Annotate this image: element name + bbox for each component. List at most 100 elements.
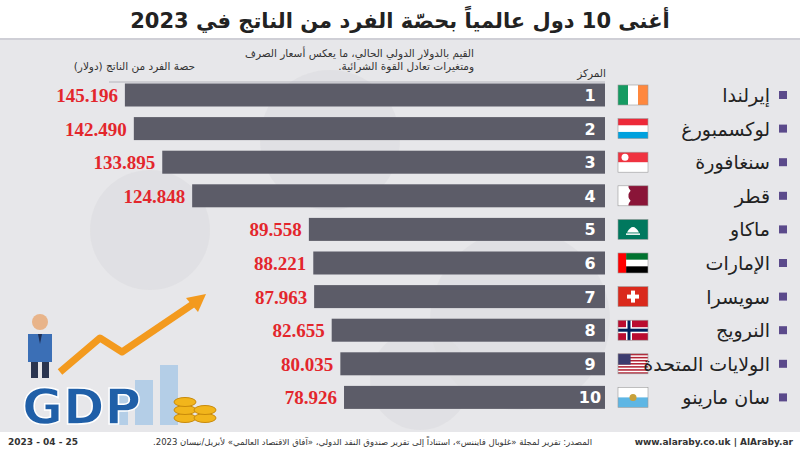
flag-part: [618, 287, 648, 307]
bar: [314, 285, 605, 308]
rank: 3: [584, 153, 595, 172]
category-label: لوكسمبورغ: [681, 118, 770, 141]
flag: [618, 119, 648, 139]
arrow-head: [186, 294, 206, 312]
figure-body: [28, 334, 52, 362]
axis-line: [109, 82, 605, 83]
flag-border: [618, 119, 648, 139]
category-label: النرويج: [716, 319, 770, 342]
title-band: [0, 0, 800, 40]
flag-part: [618, 85, 648, 105]
coin: [174, 398, 196, 407]
flag-part: [638, 85, 648, 105]
flag-part: [618, 387, 648, 407]
title-rule: [0, 38, 800, 40]
flag: [618, 186, 648, 206]
bullet: [779, 192, 787, 200]
rank: 1: [584, 86, 595, 105]
flag-part: [627, 295, 639, 299]
bar: [332, 319, 605, 342]
flag-part: [618, 253, 648, 273]
flag-part: [618, 219, 648, 239]
bar: [125, 84, 605, 107]
category-label: الإمارات: [706, 252, 770, 275]
flag: [618, 253, 648, 273]
category-label: سنغافورة: [695, 151, 770, 174]
flag-border: [618, 186, 648, 206]
flag-part: [629, 186, 649, 206]
flag-part: [622, 154, 629, 161]
value-label: 133.895: [94, 152, 156, 173]
flag-border: [618, 219, 648, 239]
flag-part: [627, 186, 631, 206]
bars: [125, 84, 605, 409]
figure-tie: [38, 334, 42, 344]
trend-arrow: [60, 302, 196, 372]
flag: [618, 152, 648, 172]
bullet: [779, 91, 787, 99]
flag-part: [626, 233, 640, 235]
value-header: حصة الفرد من الناتج (دولار): [74, 60, 195, 73]
value-label: 87.963: [255, 287, 307, 308]
flag-border: [618, 152, 648, 172]
flag: [618, 219, 648, 239]
figure-leg: [31, 362, 38, 378]
figure-leg: [42, 362, 49, 378]
bullet: [779, 225, 787, 233]
value-label: 124.848: [123, 186, 185, 207]
rank: 6: [584, 254, 595, 273]
bullet: [779, 259, 787, 267]
bullet: [779, 326, 787, 334]
figure-head: [32, 314, 48, 330]
source: المصدر: تقرير لمجلة «غلوبال فايننس»، است…: [153, 435, 592, 448]
flag-part: [618, 85, 628, 105]
bar: [192, 184, 605, 207]
rank: 4: [584, 187, 595, 206]
flag-part: [618, 327, 648, 333]
category-label: سان مارينو: [681, 386, 770, 409]
category-label: إيرلندا: [722, 84, 770, 108]
bullet: [779, 158, 787, 166]
category-label: الولايات المتحدة: [643, 353, 770, 376]
illustration-text: GDP: [22, 378, 141, 436]
flag-part: [630, 394, 637, 401]
flag: [618, 85, 648, 105]
rank: 9: [584, 355, 595, 374]
bar: [309, 218, 605, 241]
bar: [162, 151, 605, 174]
note: القيم بالدولار الدولي الحالي، ما يعكس أس…: [222, 47, 474, 73]
background: [0, 0, 800, 450]
flag-part: [618, 354, 631, 365]
bar: [340, 352, 605, 375]
flag-part: [618, 253, 626, 273]
flag-part: [618, 119, 648, 126]
flag: [618, 387, 648, 407]
flag-part: [618, 320, 648, 340]
page: أغنى 10 دول عالمياً بحصّة الفرد من النات…: [0, 0, 800, 450]
date: 2023 - 04 - 25: [8, 437, 78, 447]
flag-part: [618, 119, 648, 139]
flag: [618, 287, 648, 307]
flag-border: [618, 320, 648, 340]
flag-border: [618, 253, 648, 273]
bullet: [779, 125, 787, 133]
flag-border: [618, 85, 648, 105]
flag-border: [618, 287, 648, 307]
category-label: ماكاو: [729, 218, 770, 241]
flag-part: [618, 186, 648, 206]
illustration: GDP: [22, 294, 216, 436]
value-label: 82.655: [272, 320, 324, 341]
bullet: [779, 293, 787, 301]
texture: [370, 330, 470, 430]
rank: 10: [579, 388, 601, 407]
rank-header: المركز: [576, 67, 606, 80]
flag-part: [618, 152, 648, 162]
category-label: سويسرا: [706, 286, 770, 309]
value-label: 145.196: [56, 85, 118, 106]
rank: 2: [584, 120, 595, 139]
flag-part: [618, 219, 648, 239]
value-label: 88.221: [254, 253, 306, 274]
bar: [313, 252, 605, 275]
flag-part: [627, 227, 639, 233]
flag-part: [618, 152, 648, 172]
